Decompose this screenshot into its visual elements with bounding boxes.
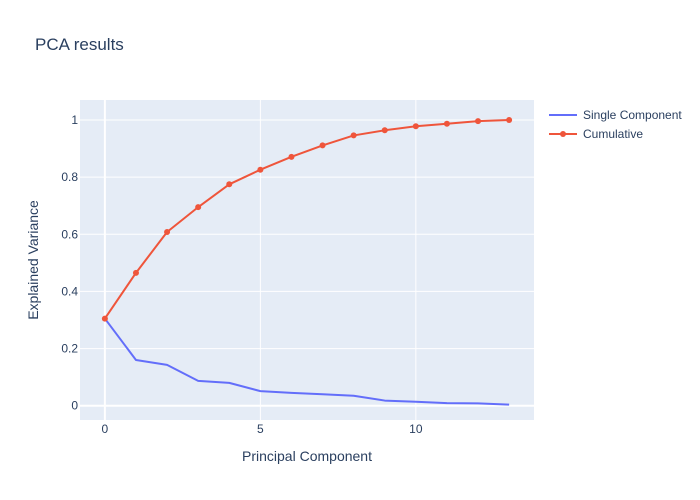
y-tick-label: 0.4 xyxy=(61,284,78,298)
data-point-cumulative xyxy=(443,120,450,127)
data-point-cumulative xyxy=(195,204,202,211)
data-point-cumulative xyxy=(412,123,419,130)
data-point-cumulative xyxy=(381,127,388,134)
data-point-cumulative xyxy=(101,315,108,322)
data-point-cumulative xyxy=(475,118,482,125)
x-axis-title: Principal Component xyxy=(242,448,372,464)
data-point-cumulative xyxy=(319,142,326,149)
x-tick-label: 0 xyxy=(102,422,109,436)
data-point-cumulative xyxy=(226,181,233,188)
series-line-cumulative xyxy=(104,119,510,320)
y-axis-title: Explained Variance xyxy=(25,200,41,320)
legend-item-cumulative[interactable]: Cumulative xyxy=(549,127,643,141)
tick-labels: 00.20.40.60.810 5 10 xyxy=(61,113,423,436)
legend-marker-cumulative xyxy=(560,131,566,137)
y-tick-label: 0.8 xyxy=(61,170,78,184)
data-point-cumulative xyxy=(164,229,171,235)
legend-item-single-component[interactable]: Single Component xyxy=(549,108,682,122)
series-layer xyxy=(101,117,513,406)
grid-lines xyxy=(80,100,534,420)
data-point-cumulative xyxy=(257,166,264,173)
data-point-cumulative xyxy=(288,153,295,160)
chart-title: PCA results xyxy=(35,35,124,54)
legend-label-cumulative: Cumulative xyxy=(583,127,643,141)
y-tick-label: 0.6 xyxy=(61,227,78,241)
data-point-cumulative xyxy=(350,132,357,139)
x-tick-label: 10 xyxy=(409,422,423,436)
series-line-single-component xyxy=(104,317,510,406)
x-tick-label: 5 xyxy=(257,422,264,436)
plot-area xyxy=(80,100,534,420)
y-tick-label: 0 xyxy=(71,399,78,413)
legend: Single Component Cumulative xyxy=(549,108,682,141)
y-tick-label: 1 xyxy=(71,113,78,127)
y-tick-label: 0.2 xyxy=(61,342,78,356)
legend-label-single-component: Single Component xyxy=(583,108,682,122)
data-point-cumulative xyxy=(132,269,139,276)
data-point-cumulative xyxy=(506,117,513,123)
